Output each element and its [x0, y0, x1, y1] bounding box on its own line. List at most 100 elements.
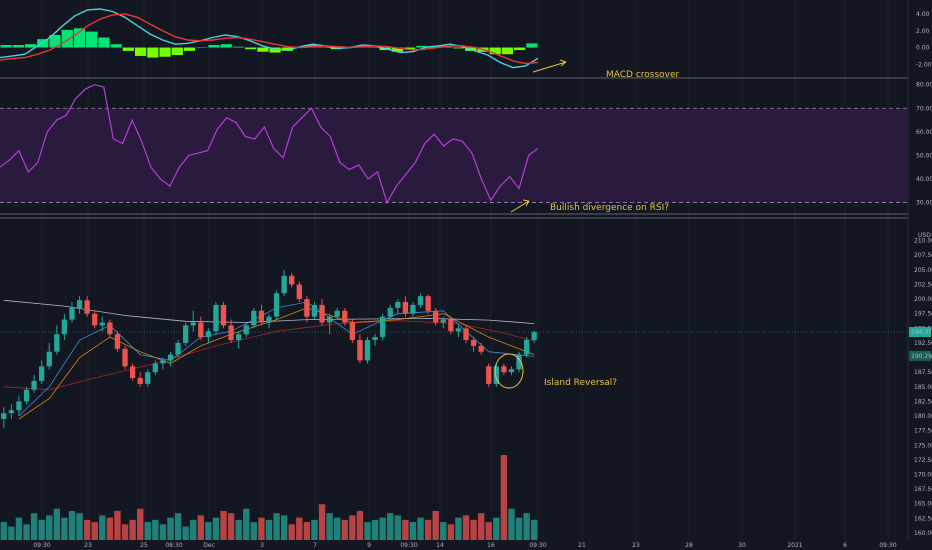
macd-histogram-bar — [514, 47, 526, 51]
macd-annotation-arrow — [532, 61, 567, 73]
macd-histogram-bar — [12, 45, 24, 48]
rsi-pane[interactable]: 80.00 70.00 60.00 50.00 40.00 30.00 Bullish d… — [0, 82, 932, 213]
volume-bars — [0, 455, 538, 540]
candle-body — [122, 348, 128, 367]
price-tag — [909, 350, 931, 361]
candle-body — [433, 310, 439, 323]
volume-bar — [440, 522, 447, 540]
candle-body — [175, 342, 181, 355]
volume-bar — [462, 515, 470, 540]
price-tick-label: 172.50 — [914, 457, 932, 464]
candle-body — [304, 299, 310, 317]
volume-bar — [531, 519, 538, 540]
volume-bar — [30, 513, 38, 540]
price-tick-label: 197.50 — [914, 311, 932, 318]
macd-histogram — [0, 28, 538, 58]
time-tick-label: 09:30 — [529, 542, 546, 549]
candle-body — [152, 363, 158, 373]
candle-body — [296, 284, 302, 300]
macd-pane[interactable]: 4.00 2.00 0.00 -2.00 MACD crossover — [0, 8, 932, 80]
volume-bar — [273, 513, 280, 540]
macd-histogram-bar — [171, 47, 183, 56]
candle-body — [342, 310, 348, 323]
pane-separators — [0, 0, 909, 550]
candle-body — [236, 334, 242, 341]
macd-histogram-bar — [257, 47, 269, 52]
rsi-line — [0, 84, 539, 205]
volume-bar — [318, 504, 326, 540]
candle-body — [372, 337, 378, 341]
price-tick-label: 192.50 — [914, 340, 932, 347]
volume-bar — [296, 517, 303, 540]
time-tick-label: 08:30 — [165, 542, 182, 549]
candle-body — [289, 275, 295, 285]
volume-bar — [136, 508, 144, 540]
volume-bar — [212, 517, 220, 540]
volume-bar — [508, 508, 515, 540]
macd-histogram-bar — [73, 28, 86, 48]
candle-body — [281, 275, 287, 294]
price-pane[interactable]: 210.00207.50205.00202.50200.00197.50195.… — [0, 232, 932, 540]
volume-bar — [106, 517, 114, 540]
candle-body — [198, 322, 204, 338]
volume-bar — [326, 513, 333, 540]
volume-bar — [15, 517, 23, 540]
candle-body — [470, 340, 477, 346]
volume-bar — [265, 519, 273, 540]
rsi-tick-label: 80.00 — [916, 82, 932, 89]
volume-bar — [235, 519, 242, 540]
macd-histogram-bar — [245, 47, 257, 50]
candle-body — [99, 322, 105, 326]
time-tick-label: 09:30 — [33, 542, 50, 549]
moving-average-line — [3, 320, 535, 391]
volume-bar — [159, 524, 167, 540]
macd-histogram-bar — [416, 45, 428, 48]
time-axis-background — [0, 540, 932, 550]
candle-body — [334, 310, 340, 317]
candle-body — [349, 322, 356, 341]
candle-body — [440, 319, 446, 323]
macd-tick-label: 0.00 — [916, 45, 930, 52]
candle-body — [16, 401, 22, 411]
currency-label: USD — [918, 232, 931, 239]
candle-body — [84, 300, 90, 314]
time-tick-label: 9 — [367, 542, 371, 549]
candle-body — [69, 307, 75, 320]
volume-bar — [356, 510, 364, 540]
candle-body — [455, 328, 462, 332]
candle-body — [137, 378, 143, 384]
price-tick-label: 165.00 — [914, 501, 932, 508]
macd-histogram-bar — [526, 43, 538, 48]
rsi-annotation-arrow — [510, 200, 530, 213]
time-tick-label: 3 — [260, 542, 264, 549]
volume-bar — [243, 508, 250, 540]
macd-histogram-bar — [61, 29, 73, 48]
volume-bar — [515, 517, 523, 540]
price-tags: 194.37 190.29 — [0, 327, 932, 361]
candle-body — [76, 300, 83, 308]
macd-histogram-bar — [0, 45, 12, 48]
macd-histogram-bar — [37, 39, 49, 48]
volume-bar — [38, 519, 45, 540]
volume-bar — [477, 513, 485, 540]
time-tick-label: 23 — [84, 542, 92, 549]
macd-annotation: MACD crossover — [606, 70, 680, 80]
candle-body — [425, 296, 431, 311]
volume-bar — [190, 519, 197, 540]
volume-bar — [470, 519, 477, 540]
candlesticks — [1, 269, 537, 428]
macd-histogram-bar — [208, 45, 220, 48]
volume-bar — [91, 522, 98, 540]
volume-bar — [417, 517, 424, 540]
candle-body — [31, 380, 37, 390]
price-axis-ticks: 210.00207.50205.00202.50200.00197.50195.… — [914, 238, 932, 537]
macd-histogram-bar — [135, 47, 147, 56]
price-tick-label: 180.00 — [914, 413, 932, 420]
rsi-annotation-arrowhead — [522, 199, 530, 207]
volume-bar — [288, 524, 295, 540]
macd-histogram-bar — [232, 46, 245, 48]
candle-body — [46, 351, 52, 367]
price-tick-label: 187.50 — [914, 369, 932, 376]
